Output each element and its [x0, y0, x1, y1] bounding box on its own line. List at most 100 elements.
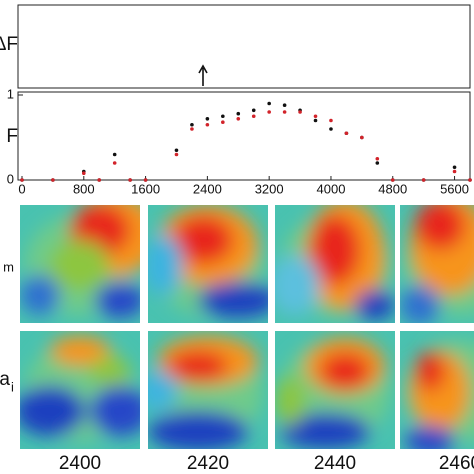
blob	[50, 336, 110, 366]
row-label: m	[3, 259, 14, 274]
blob	[400, 285, 440, 323]
data-point	[143, 178, 148, 182]
data-point	[174, 148, 179, 153]
blob	[198, 282, 268, 318]
heatmap-tile	[148, 205, 268, 323]
blob	[173, 216, 233, 264]
arrow	[198, 64, 208, 86]
heatmap-tile	[400, 205, 474, 323]
blob	[310, 215, 360, 285]
blob	[415, 351, 445, 391]
x-tick-label: 800	[73, 181, 95, 196]
panel-frame	[17, 91, 471, 181]
x-tick-label: 5600	[440, 181, 469, 196]
data-point	[282, 103, 287, 107]
heatmap-tile	[20, 331, 140, 449]
blob	[20, 275, 60, 315]
x-tick-label: 0	[18, 181, 25, 196]
data-point	[282, 110, 287, 114]
blob	[148, 411, 248, 449]
data-point	[174, 152, 179, 157]
panel-frame	[17, 4, 471, 89]
heatmap-tile	[275, 205, 395, 323]
data-point	[329, 127, 333, 131]
tile-blobs	[148, 205, 268, 318]
data-point	[267, 101, 271, 106]
y-axis-label: ΔF	[0, 34, 18, 55]
x-tick-label: 2400	[193, 181, 222, 196]
blob	[90, 356, 130, 386]
data-point	[375, 156, 380, 161]
data-point	[468, 178, 472, 182]
row-label-sub: i	[11, 379, 14, 394]
data-point	[421, 178, 426, 182]
data-point	[251, 114, 256, 119]
data-point	[452, 169, 457, 174]
data-point	[344, 131, 349, 136]
blob	[90, 386, 140, 436]
frame-label: 2400	[59, 453, 101, 474]
blob	[405, 426, 455, 449]
frame-label: 2420	[187, 453, 229, 474]
data-point	[81, 171, 86, 175]
data-point	[267, 110, 271, 114]
tile-blobs	[275, 338, 390, 449]
data-point	[236, 111, 241, 116]
tile-blobs	[275, 205, 395, 320]
data-point	[298, 110, 302, 114]
data-point	[313, 114, 318, 119]
row-label: a	[0, 369, 10, 390]
blob	[168, 351, 228, 381]
heatmap-grid	[20, 205, 474, 449]
y-axis-label: F	[6, 126, 18, 147]
data-point	[221, 120, 225, 124]
blob	[275, 255, 320, 315]
data-point	[452, 165, 457, 170]
data-point	[205, 117, 210, 121]
blob	[148, 371, 178, 411]
data-point	[221, 114, 225, 119]
heatmap-tile	[400, 331, 474, 449]
data-point	[329, 118, 333, 123]
data-point	[51, 178, 55, 182]
tile-blobs	[405, 341, 474, 449]
tile-blobs	[400, 205, 474, 323]
data-point	[313, 118, 318, 123]
data-point	[205, 122, 210, 127]
blob	[50, 240, 110, 290]
data-point	[20, 178, 24, 182]
blob	[20, 386, 85, 436]
data-point	[375, 161, 380, 165]
x-tick-label: 3200	[255, 181, 284, 196]
data-point	[390, 178, 395, 182]
data-point	[251, 108, 256, 113]
data-point	[360, 135, 364, 140]
blob	[320, 353, 370, 389]
blob	[280, 413, 370, 449]
data-point	[97, 178, 102, 182]
x-tick-label: 4000	[317, 181, 346, 196]
heatmap-tile	[275, 331, 395, 449]
blob	[275, 376, 305, 426]
data-point	[112, 161, 117, 165]
tile-blobs	[20, 205, 140, 318]
y-tick-label: 1	[7, 86, 14, 101]
data-point	[112, 152, 117, 157]
frame-label: 2440	[314, 453, 356, 474]
data-point	[190, 122, 194, 127]
y-tick-label: 0	[7, 171, 14, 186]
data-point	[190, 127, 194, 131]
x-tick-label: 1600	[131, 181, 160, 196]
blob	[95, 282, 140, 318]
tile-blobs	[20, 336, 140, 441]
blob	[415, 205, 465, 250]
x-tick-label: 4800	[378, 181, 407, 196]
tile-blobs	[148, 336, 263, 449]
frame-label: 2460	[439, 453, 474, 474]
heatmap-tile	[148, 331, 268, 449]
heatmap-tile	[20, 205, 140, 323]
blob	[148, 235, 183, 295]
data-point	[236, 117, 241, 121]
blob	[355, 290, 395, 320]
